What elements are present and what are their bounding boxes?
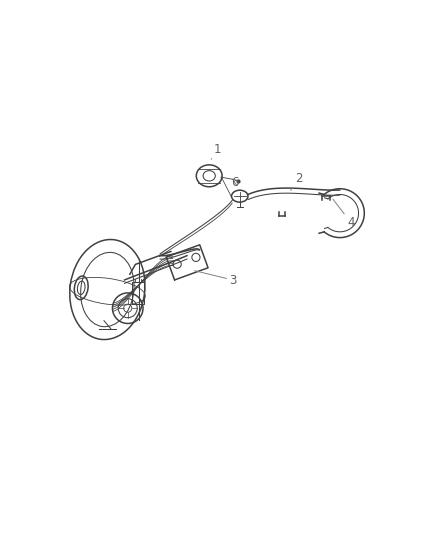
Text: 3: 3 xyxy=(194,271,237,287)
Text: 6: 6 xyxy=(231,176,238,189)
Text: 1: 1 xyxy=(211,143,221,159)
Text: 2: 2 xyxy=(291,172,302,190)
Text: 4: 4 xyxy=(333,199,354,229)
